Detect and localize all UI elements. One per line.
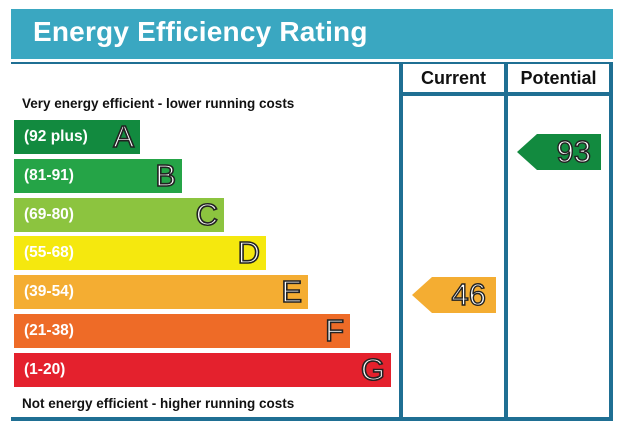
potential-arrow-shape <box>517 134 601 170</box>
header-underline-potential <box>504 92 613 96</box>
bottom-note: Not energy efficient - higher running co… <box>22 396 295 411</box>
band-letter-label: E <box>281 274 303 310</box>
current-rating-arrow <box>412 277 496 313</box>
title-bar: Energy Efficiency Rating <box>11 9 613 59</box>
band-letter-label: G <box>360 351 386 387</box>
band-b: (81-91) B <box>14 157 182 193</box>
band-letter-label: B <box>155 157 177 193</box>
band-letter-label: D <box>237 235 261 271</box>
band-range-label: (55-68) <box>24 244 74 262</box>
potential-rating-value: 93 <box>556 134 592 169</box>
frame-bottom-line <box>11 417 613 421</box>
frame-right-edge <box>609 62 613 421</box>
band-letter-label: A <box>113 119 135 155</box>
band-e: (39-54) E <box>14 274 308 310</box>
band-range-label: (39-54) <box>24 283 74 301</box>
band-d: (55-68) D <box>14 235 266 271</box>
band-f: (21-38) F <box>14 313 350 349</box>
band-range-label: (81-91) <box>24 166 74 184</box>
band-range-label: (1-20) <box>24 360 66 378</box>
top-note: Very energy efficient - lower running co… <box>22 96 295 111</box>
frame-divider-mid <box>504 62 508 421</box>
current-rating-value: 46 <box>451 277 487 312</box>
band-letter-label: F <box>324 313 345 349</box>
band-g: (1-20) G <box>14 351 391 387</box>
frame-divider-left <box>399 62 403 421</box>
potential-rating-arrow <box>517 134 601 170</box>
frame-top-line <box>11 62 613 64</box>
current-arrow-shape <box>412 277 496 313</box>
band-letter-label: C <box>195 196 219 232</box>
band-a: (92 plus) A <box>14 119 140 155</box>
band-c: (69-80) C <box>14 196 224 232</box>
header-underline-current <box>399 92 508 96</box>
band-range-label: (21-38) <box>24 322 74 339</box>
current-column-header: Current <box>420 68 486 88</box>
band-range-label: (69-80) <box>24 205 74 223</box>
potential-column-header: Potential <box>520 68 597 88</box>
chart-title: Energy Efficiency Rating <box>33 16 368 47</box>
band-range-label: (92 plus) <box>24 128 88 145</box>
